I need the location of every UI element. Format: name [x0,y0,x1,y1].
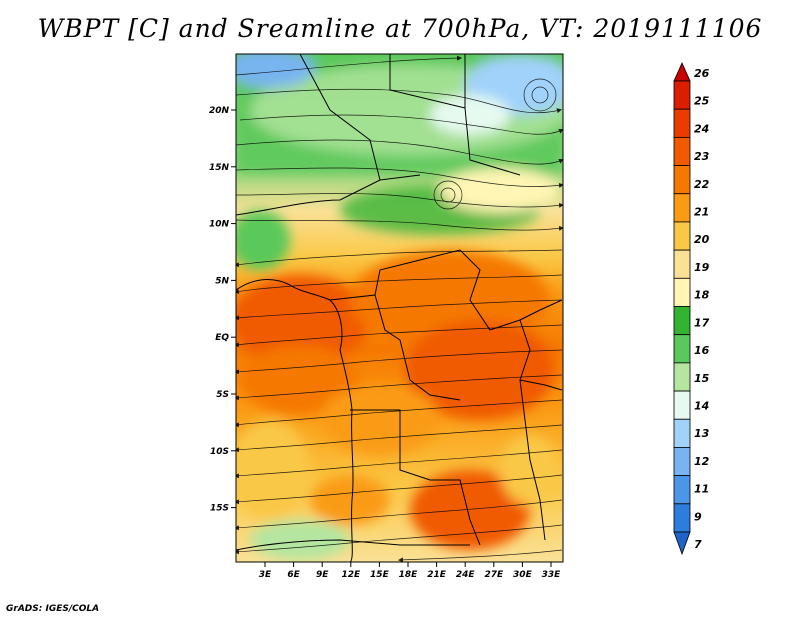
colorbar-segment [673,193,691,223]
lat-label: EQ [215,333,229,343]
colorbar-label: 19 [694,261,710,274]
colorbar-label: 7 [694,538,702,551]
lat-label: 10N [209,220,230,230]
colorbar-label: 15 [694,372,710,385]
colorbar-label: 12 [694,455,710,468]
colorbar-label: 24 [694,122,709,135]
colorbar-bottom-arrow [673,531,691,556]
colorbar-segment [673,249,691,279]
lon-label: 15E [370,570,390,580]
longitude-axis: 3E 6E 9E 12E 15E 18E 21E 24E 27E 30E 33E [259,562,561,580]
lon-label: 30E [513,570,533,580]
colorbar-label: 18 [694,289,710,302]
map-title: WBPT [C] and Sreamline at 700hPa, VT: 20… [37,14,763,43]
colorbar-segment [673,503,691,533]
colorbar-segment [673,221,691,251]
colorbar-segment [673,390,691,420]
lon-label: 18E [399,570,419,580]
colorbar-label: 26 [694,67,710,80]
colorbar-label: 23 [694,150,710,163]
colorbar-label: 9 [694,510,702,523]
map-frame [235,53,564,563]
grads-credit: GrADS: IGES/COLA [6,604,100,614]
colorbar-segment [673,418,691,448]
lon-label: 21E [427,570,447,580]
colorbar-label: 20 [694,233,710,246]
temperature-field [236,54,563,560]
lon-label: 24E [456,570,476,580]
colorbar-segment [673,277,691,307]
colorbar-label: 16 [694,344,710,357]
colorbar-segment [673,334,691,364]
colorbar-segment [673,80,691,110]
colorbar: 26 25 24 23 22 21 20 19 18 17 16 15 14 13 12 11 9 7 [673,62,710,556]
lat-label: 10S [210,447,229,457]
lon-label: 9E [316,570,329,580]
colorbar-top-arrow [673,62,691,82]
lat-label: 5S [216,390,229,400]
country-borders [236,54,563,562]
streamlines [236,55,563,562]
colorbar-label: 13 [694,427,710,440]
colorbar-label: 21 [694,206,709,219]
lat-label: 5N [215,276,229,286]
colorbar-segment [673,447,691,477]
lat-label: 15N [209,163,230,173]
colorbar-label: 17 [694,316,710,329]
colorbar-segment [673,475,691,505]
lon-label: 6E [287,570,300,580]
colorbar-label: 11 [694,483,709,496]
colorbar-label: 22 [694,178,710,191]
lat-label: 15S [210,504,229,514]
lon-label: 3E [259,570,272,580]
colorbar-segment [673,362,691,392]
lon-label: 12E [341,570,361,580]
colorbar-segment [673,136,691,166]
colorbar-segment [673,306,691,336]
lat-label: 20N [209,106,230,116]
colorbar-label: 14 [694,399,709,412]
latitude-axis: 20N 15N 10N 5N EQ 5S 10S 15S [209,106,236,514]
colorbar-label: 25 [694,95,710,108]
lon-label: 33E [542,570,562,580]
lon-label: 27E [484,570,504,580]
colorbar-segment [673,108,691,138]
colorbar-segment [673,165,691,195]
